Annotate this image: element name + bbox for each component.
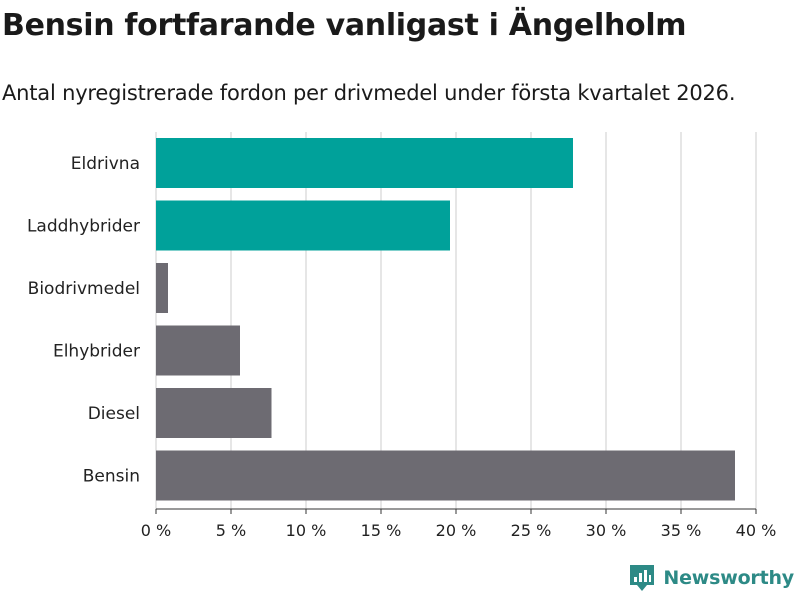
newsworthy-logo-icon [630, 565, 655, 591]
x-tick-label: 30 % [586, 521, 627, 540]
bar-bensin [156, 450, 735, 501]
category-label: Biodrivmedel [28, 279, 140, 299]
x-tick-label: 20 % [436, 521, 477, 540]
bar-eldrivna [156, 138, 573, 188]
bar-diesel [156, 388, 272, 438]
newsworthy-logo-text: Newsworthy [663, 567, 794, 589]
bar-chart: Eldrivna Laddhybrider Biodrivmedel Elhybrid… [27, 132, 777, 540]
chart-subtitle: Antal nyregistrerade fordon per drivmede… [2, 81, 736, 105]
bar-laddhybrider [156, 200, 450, 251]
x-tick-label: 40 % [736, 521, 777, 540]
x-tick-label: 5 % [216, 521, 246, 540]
x-tick-label: 10 % [286, 521, 327, 540]
x-tick-label: 15 % [361, 521, 402, 540]
x-tick-label: 0 % [141, 521, 171, 540]
bar-elhybrider [156, 325, 240, 376]
chart-title: Bensin fortfarande vanligast i Ängelholm [2, 8, 687, 43]
x-tick-label: 35 % [661, 521, 702, 540]
category-label: Bensin [83, 467, 140, 487]
newsworthy-logo: Newsworthy [629, 564, 794, 592]
category-label: Eldrivna [71, 154, 140, 174]
category-label: Laddhybrider [27, 217, 140, 237]
x-tick-label: 25 % [511, 521, 552, 540]
bar-biodrivmedel [156, 263, 168, 313]
category-label: Diesel [88, 404, 140, 424]
category-label: Elhybrider [53, 342, 140, 362]
